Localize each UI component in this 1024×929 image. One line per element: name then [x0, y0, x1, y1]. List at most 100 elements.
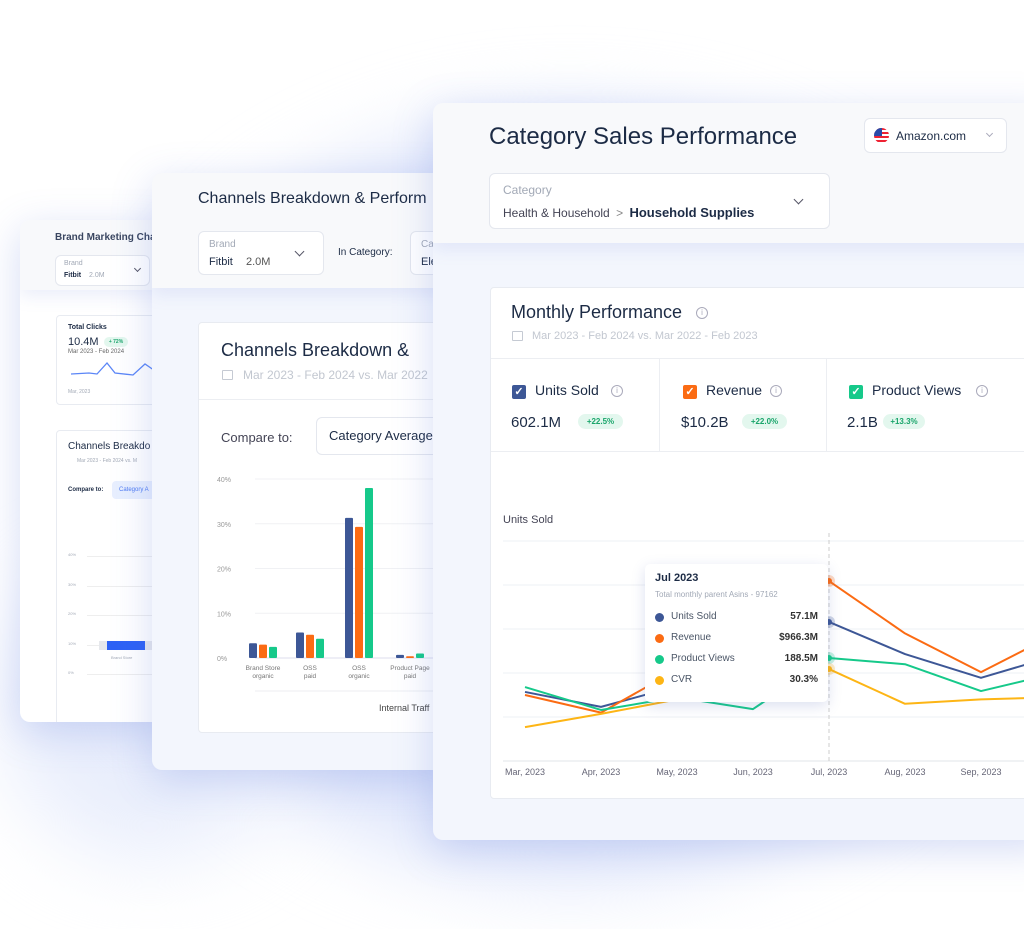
panel-title: Channels Breakdown &	[221, 340, 410, 360]
info-icon[interactable]: i	[696, 307, 708, 319]
bar-chart: 40%30%20%10%0%Brand StoreorganicOSSpaidO…	[217, 477, 452, 692]
gridline	[87, 585, 170, 587]
info-icon[interactable]: i	[976, 385, 988, 397]
brand-value: Fitbit	[209, 256, 233, 268]
panel-title: Monthly Performance	[511, 302, 683, 322]
gridline	[87, 615, 170, 616]
chevron-down-icon	[294, 246, 305, 257]
x-tick: Mar, 2023	[68, 389, 91, 395]
divider	[199, 399, 452, 400]
change-badge: +22.5%	[578, 414, 623, 429]
checkbox-checked-icon[interactable]: ✓	[512, 385, 526, 399]
bar	[306, 634, 314, 658]
x-tick: Product Page	[390, 665, 430, 672]
x-tick: paid	[304, 673, 317, 680]
chevron-down-icon	[793, 194, 804, 205]
total-clicks-value: 10.4M	[68, 336, 99, 348]
total-clicks-label: Total Clicks	[68, 324, 107, 331]
metric-label: Product Views	[872, 382, 962, 398]
marketplace-value: Amazon.com	[896, 129, 967, 143]
bar	[355, 526, 363, 658]
bar	[345, 517, 353, 658]
y-tick: 10%	[68, 640, 77, 646]
bar	[416, 653, 424, 658]
x-tick: OSS	[352, 665, 366, 672]
category-value: Ele	[421, 256, 437, 268]
marketplace-select[interactable]: Amazon.com	[864, 118, 1007, 153]
chevron-down-icon	[985, 129, 994, 138]
in-category-label: In Category:	[338, 247, 393, 258]
sparkline	[71, 361, 162, 376]
category-label: Category	[503, 183, 552, 197]
y-axis-label: Units Sold	[503, 514, 554, 526]
metric-label: Revenue	[706, 382, 763, 398]
x-tick: OSS	[303, 665, 317, 672]
card-title: Channels Breakdo	[68, 441, 151, 452]
card-title: Brand Marketing Cha	[55, 232, 156, 243]
bar	[249, 643, 257, 658]
y-tick: 20%	[217, 567, 231, 574]
divider	[491, 358, 1024, 359]
x-tick: Mar, 2023	[505, 767, 545, 777]
x-tick: organic	[348, 673, 370, 680]
x-tick: Apr, 2023	[582, 767, 621, 777]
date-range: Mar 2023 - Feb 2024 vs. M	[77, 458, 138, 464]
bar	[296, 632, 304, 658]
info-icon[interactable]: i	[770, 385, 782, 397]
y-tick: 20%	[68, 611, 77, 616]
y-tick: 30%	[68, 581, 77, 587]
category-sales-card: Category Sales Performance Amazon.com Ca…	[433, 103, 1024, 840]
card-title: Channels Breakdown & Perform	[198, 190, 427, 207]
metric-label: Units Sold	[535, 382, 599, 398]
y-tick: 10%	[217, 611, 231, 618]
metric-value: $10.2B	[681, 414, 729, 431]
compare-select[interactable]: Category Average	[316, 417, 452, 455]
x-tick: Jun, 2023	[733, 767, 773, 777]
category-label: Ca	[421, 239, 434, 250]
category-select[interactable]: Category Health & Household > Household …	[489, 173, 830, 229]
channels-panel: Channels Breakdown & Mar 2023 - Feb 2024…	[198, 322, 452, 733]
card-header: Brand Marketing Cha Brand Fitbit 2.0M	[20, 220, 170, 290]
checkbox-checked-icon[interactable]: ✓	[849, 385, 863, 399]
card-header: Channels Breakdown & Perform Brand Fitbi…	[152, 173, 452, 288]
change-badge: +13.3%	[883, 414, 925, 429]
card-header: Category Sales Performance Amazon.com Ca…	[433, 103, 1024, 243]
bar	[365, 487, 373, 658]
gridline	[87, 674, 170, 675]
date-range: Mar 2023 - Feb 2024 vs. Mar 2022	[243, 368, 428, 382]
compare-label: Compare to:	[68, 487, 104, 493]
divider	[659, 358, 660, 451]
compare-label: Compare to:	[221, 430, 293, 445]
y-tick: 40%	[68, 552, 77, 557]
gridline	[87, 556, 170, 557]
brand-value: Fitbit	[64, 272, 82, 279]
bar	[316, 638, 324, 658]
brand-count: 2.0M	[246, 256, 271, 268]
divider	[826, 358, 827, 451]
info-icon[interactable]: i	[611, 385, 623, 397]
divider	[491, 451, 1024, 452]
brand-select[interactable]: Brand Fitbit 2.0M	[198, 231, 324, 275]
total-clicks-card: Total Clicks 10.4M + 72% Mar 2023 - Feb …	[56, 315, 170, 405]
breadcrumb-separator: >	[616, 206, 624, 220]
bar	[269, 646, 277, 658]
y-tick: 0%	[68, 670, 74, 675]
bar	[396, 654, 404, 658]
tooltip-title: Jul 2023	[655, 572, 699, 584]
x-tick: organic	[252, 673, 274, 680]
change-badge: +22.0%	[742, 414, 787, 429]
x-tick: paid	[404, 673, 417, 680]
brand-count: 2.0M	[89, 272, 105, 279]
checkbox-checked-icon[interactable]: ✓	[683, 385, 697, 399]
x-tick: Aug, 2023	[884, 767, 925, 777]
monthly-performance-panel: Monthly Performance i Mar 2023 - Feb 202…	[490, 287, 1024, 799]
us-flag-icon	[874, 128, 889, 143]
page-title: Category Sales Performance	[489, 123, 798, 150]
x-tick: Jul, 2023	[811, 767, 848, 777]
bar	[107, 641, 145, 650]
x-tick: Brand Store	[246, 665, 281, 672]
brand-label: Brand	[64, 260, 83, 267]
x-tick: Sep, 2023	[960, 767, 1001, 777]
brand-select[interactable]: Brand Fitbit 2.0M	[55, 255, 150, 286]
bar	[259, 644, 267, 658]
